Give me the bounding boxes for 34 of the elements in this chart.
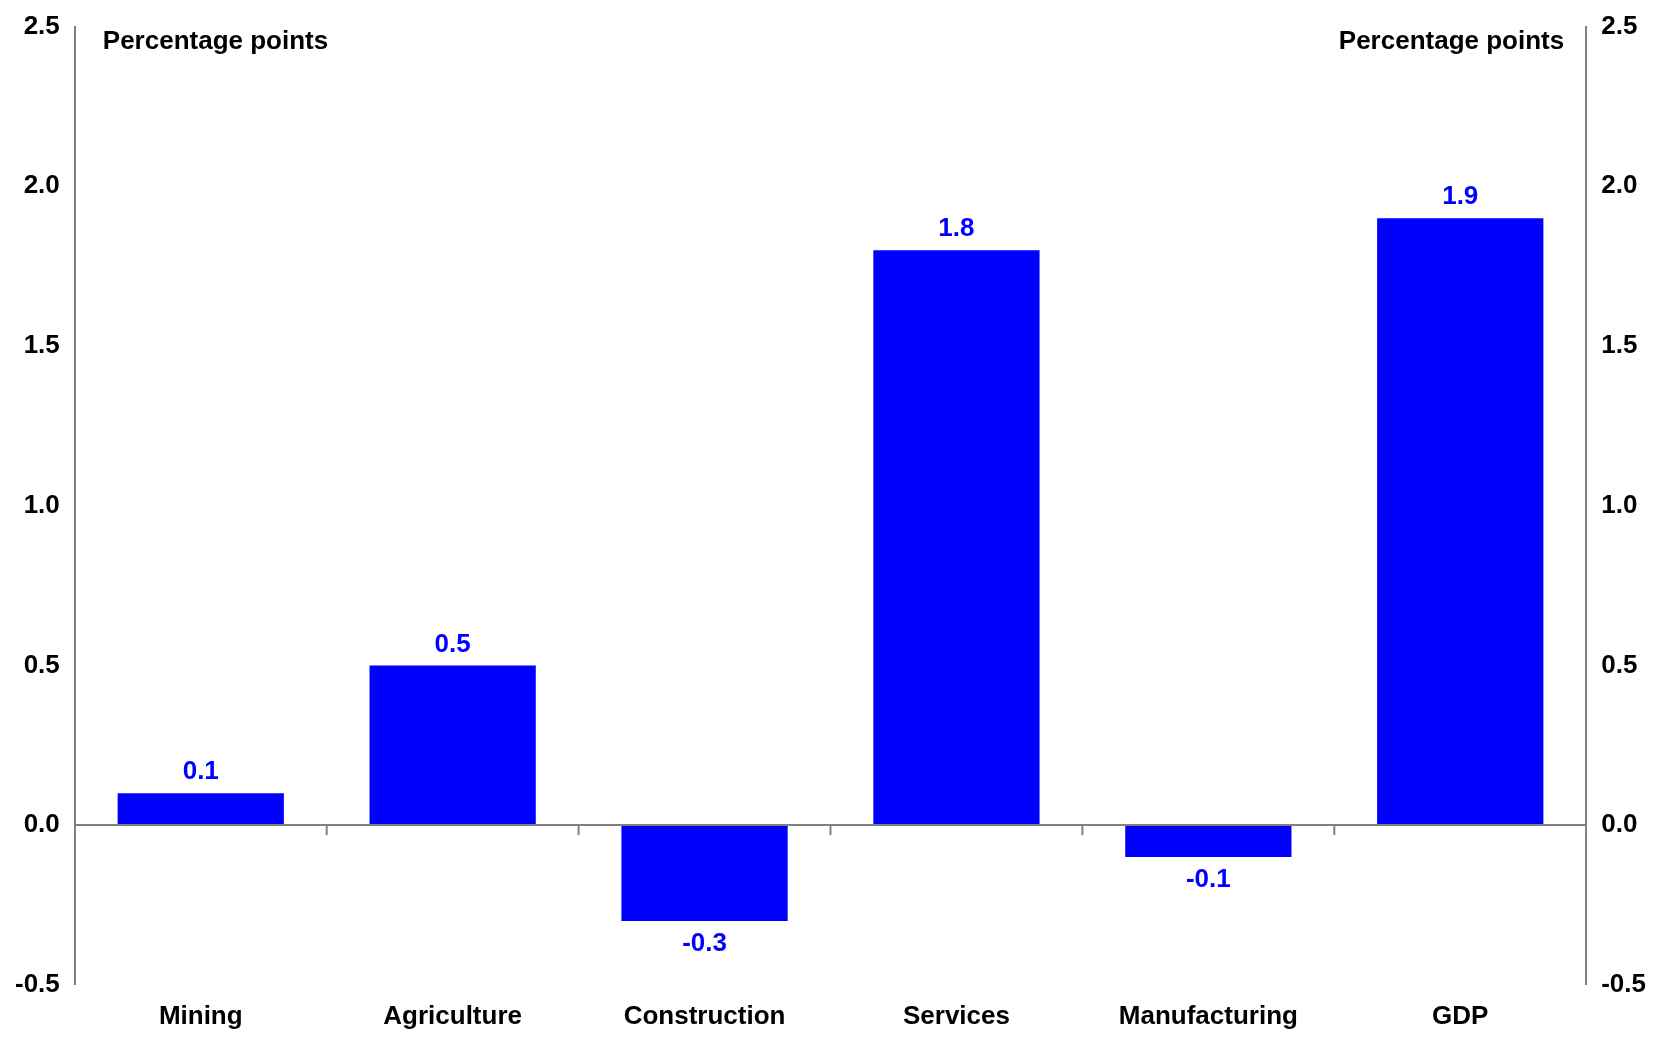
y2-tick-label: 0.5 bbox=[1601, 648, 1638, 679]
y2-tick-label: -0.5 bbox=[1601, 967, 1647, 998]
y2-tick-label: 0.0 bbox=[1601, 808, 1638, 839]
x-tick-label: Manufacturing bbox=[1118, 999, 1298, 1030]
bar bbox=[1125, 825, 1292, 858]
y-axis-title: Percentage points bbox=[102, 24, 329, 55]
x-tick-label: GDP bbox=[1432, 999, 1489, 1030]
data-label: -0.1 bbox=[1185, 863, 1231, 894]
y2-tick-label: 2.5 bbox=[1601, 9, 1638, 40]
y2-tick-label: 1.5 bbox=[1601, 329, 1638, 360]
y-tick-label: 2.5 bbox=[23, 9, 60, 40]
data-label: 1.9 bbox=[1442, 180, 1479, 211]
bar bbox=[369, 665, 536, 826]
x-tick-label: Construction bbox=[623, 999, 786, 1030]
data-label: 0.5 bbox=[434, 627, 471, 658]
y-tick-label: 2.0 bbox=[23, 169, 60, 200]
y2-tick-label: 1.0 bbox=[1601, 488, 1638, 519]
data-label: 1.8 bbox=[938, 212, 975, 243]
y-tick-label: -0.5 bbox=[14, 967, 60, 998]
x-tick-label: Mining bbox=[158, 999, 243, 1030]
bar bbox=[117, 793, 284, 826]
y-tick-label: 0.0 bbox=[23, 808, 60, 839]
y-tick-label: 1.0 bbox=[23, 488, 60, 519]
data-label: 0.1 bbox=[182, 755, 219, 786]
y-tick-label: 0.5 bbox=[23, 648, 60, 679]
x-tick-label: Services bbox=[902, 999, 1010, 1030]
y-tick-label: 1.5 bbox=[23, 329, 60, 360]
y2-axis-title: Percentage points bbox=[1338, 24, 1565, 55]
x-tick-label: Agriculture bbox=[383, 999, 522, 1030]
y2-tick-label: 2.0 bbox=[1601, 169, 1638, 200]
data-label: -0.3 bbox=[682, 927, 727, 958]
bar bbox=[621, 825, 788, 921]
bar bbox=[1377, 218, 1544, 826]
bar bbox=[873, 250, 1040, 826]
